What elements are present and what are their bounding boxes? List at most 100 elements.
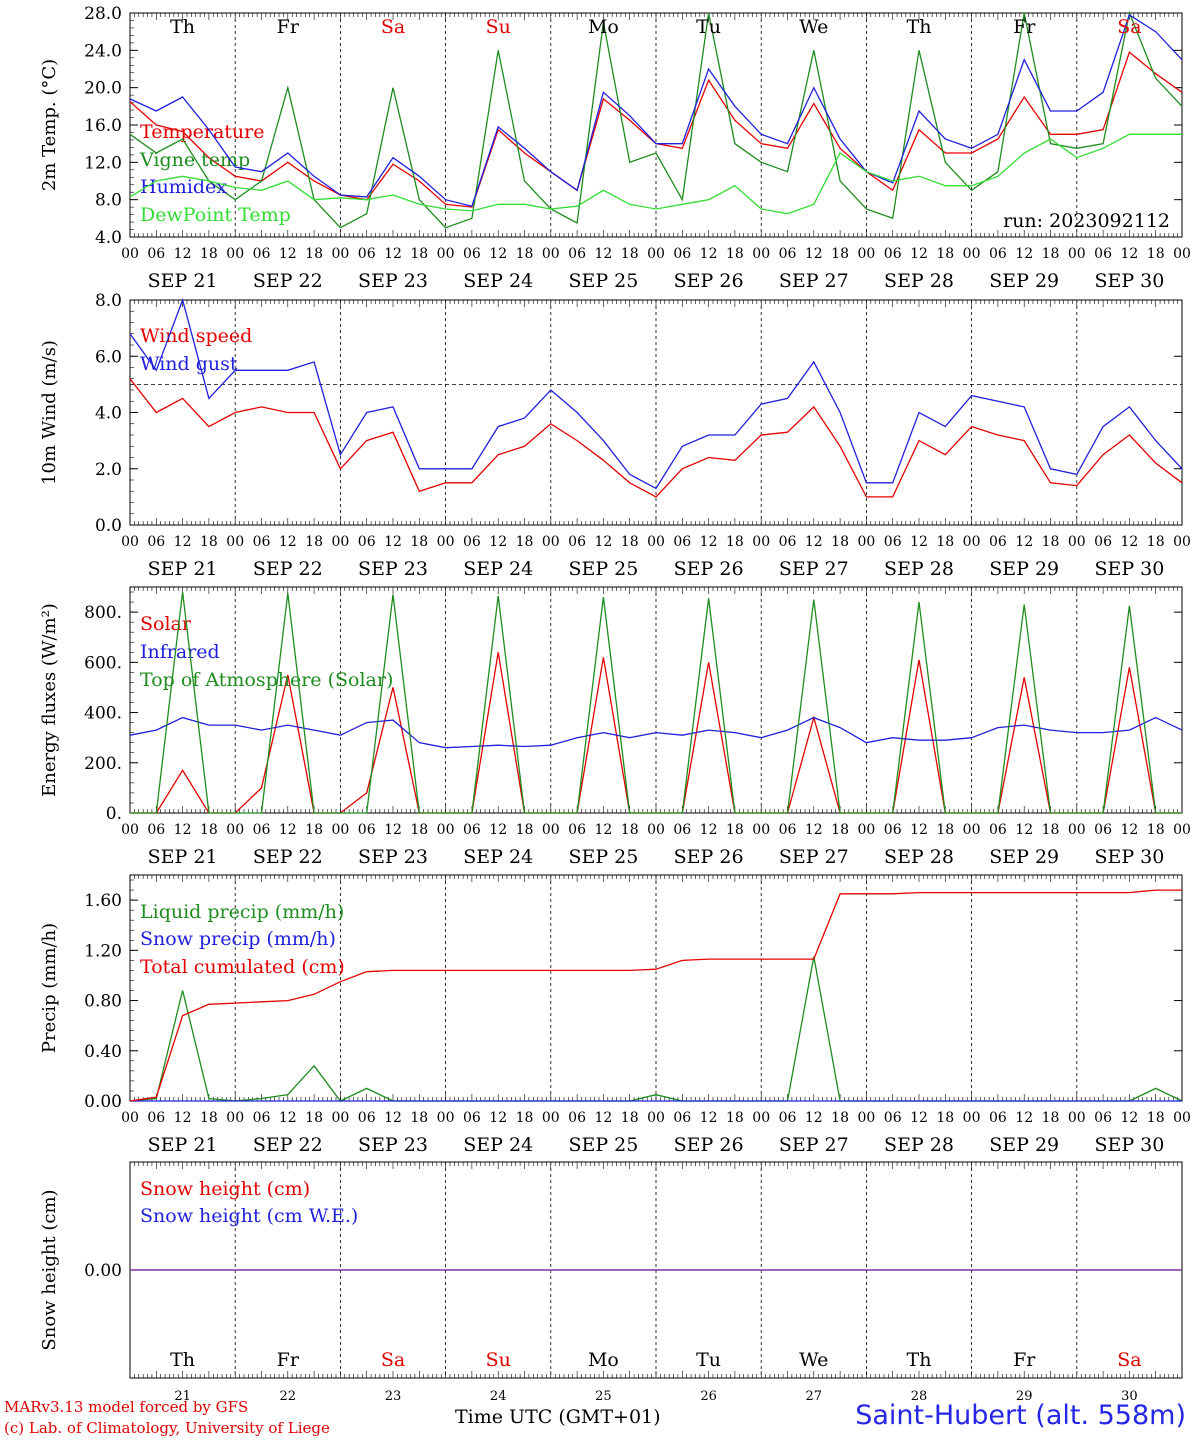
date-label: SEP 25 <box>568 846 638 868</box>
hour-label: 06 <box>989 1110 1007 1126</box>
hour-label: 00 <box>1173 534 1191 550</box>
hour-label: 18 <box>726 246 744 262</box>
hour-label: 00 <box>437 822 455 838</box>
hour-label: 12 <box>594 822 612 838</box>
hour-label: 12 <box>1015 822 1033 838</box>
hour-label: 18 <box>200 822 218 838</box>
hour-label: 00 <box>1068 822 1086 838</box>
hour-label: 18 <box>831 1110 849 1126</box>
hour-label: 12 <box>1015 246 1033 262</box>
hour-label: 06 <box>884 534 902 550</box>
hour-label: 12 <box>1120 1110 1138 1126</box>
hour-label: 18 <box>516 1110 534 1126</box>
hour-label: 12 <box>384 1110 402 1126</box>
y-tick-label: 20.0 <box>84 79 122 99</box>
hour-label: 12 <box>1015 534 1033 550</box>
day-number-label: 22 <box>280 1389 297 1404</box>
y-tick-label: 6.0 <box>95 347 122 367</box>
hour-label: 12 <box>594 534 612 550</box>
weekday-label: Sa <box>381 1349 405 1371</box>
hour-label: 06 <box>463 534 481 550</box>
hour-label: 06 <box>884 1110 902 1126</box>
hour-label: 12 <box>384 822 402 838</box>
day-number-label: 24 <box>490 1389 507 1404</box>
model-credit: MARv3.13 model forced by GFS <box>4 1398 249 1416</box>
date-label: SEP 21 <box>148 558 218 580</box>
hour-label: 00 <box>647 246 665 262</box>
hour-label: 06 <box>463 246 481 262</box>
hour-label: 12 <box>805 534 823 550</box>
hour-label: 00 <box>226 822 244 838</box>
y-tick-label: 24.0 <box>84 41 122 61</box>
hour-label: 00 <box>121 822 139 838</box>
hour-label: 18 <box>200 1110 218 1126</box>
date-label: SEP 21 <box>148 846 218 868</box>
hour-label: 12 <box>489 1110 507 1126</box>
legend-entry: Vigne temp <box>139 149 250 171</box>
hour-label: 00 <box>752 534 770 550</box>
date-label: SEP 23 <box>358 846 428 868</box>
y-tick-label: 0.00 <box>84 1092 122 1112</box>
legend-entry: Infrared <box>140 641 220 663</box>
hour-label: 12 <box>174 534 192 550</box>
y-tick-label: 600. <box>84 653 122 673</box>
hour-label: 12 <box>279 246 297 262</box>
legend-entry: Humidex <box>140 176 227 198</box>
date-label: SEP 21 <box>148 270 218 292</box>
hour-label: 18 <box>305 246 323 262</box>
date-label: SEP 23 <box>358 1134 428 1156</box>
legend-entry: DewPoint Temp <box>140 204 291 226</box>
hour-label: 18 <box>200 246 218 262</box>
day-number-label: 25 <box>595 1389 612 1404</box>
y-tick-label: 1.20 <box>84 941 122 961</box>
legend-entry: Snow precip (mm/h) <box>140 928 336 950</box>
hour-label: 18 <box>305 1110 323 1126</box>
hour-label: 00 <box>1173 822 1191 838</box>
hour-label: 12 <box>805 246 823 262</box>
hour-label: 12 <box>279 822 297 838</box>
date-label: SEP 26 <box>674 1134 744 1156</box>
hour-label: 18 <box>305 822 323 838</box>
hour-label: 00 <box>331 822 349 838</box>
day-number-label: 26 <box>700 1389 717 1404</box>
weekday-label: Th <box>170 1349 195 1371</box>
hour-label: 06 <box>1094 822 1112 838</box>
hour-label: 06 <box>358 246 376 262</box>
hour-label: 00 <box>542 1110 560 1126</box>
date-label: SEP 24 <box>463 1134 533 1156</box>
hour-label: 06 <box>779 1110 797 1126</box>
hour-label: 18 <box>831 822 849 838</box>
station-name: Saint-Hubert (alt. 558m) <box>855 1400 1186 1431</box>
day-number-label: 21 <box>174 1389 191 1404</box>
date-label: SEP 27 <box>779 846 849 868</box>
weekday-label: We <box>799 16 828 38</box>
hour-label: 06 <box>989 246 1007 262</box>
y-tick-label: 0.0 <box>95 516 122 536</box>
y-tick-label: 2.0 <box>95 460 122 480</box>
hour-label: 06 <box>147 534 165 550</box>
weekday-label: Mo <box>588 1349 619 1371</box>
date-label: SEP 25 <box>568 270 638 292</box>
weekday-label: Tu <box>696 16 721 38</box>
hour-label: 00 <box>1173 1110 1191 1126</box>
hour-label: 18 <box>1042 246 1060 262</box>
weekday-label: Fr <box>1013 1349 1036 1371</box>
date-label: SEP 28 <box>884 270 954 292</box>
hour-label: 18 <box>621 1110 639 1126</box>
hour-label: 00 <box>857 534 875 550</box>
hour-label: 18 <box>726 822 744 838</box>
hour-label: 06 <box>253 534 271 550</box>
weekday-label: Fr <box>1013 16 1036 38</box>
weekday-label: Tu <box>696 1349 721 1371</box>
date-label: SEP 26 <box>674 270 744 292</box>
y-tick-label: 28.0 <box>84 4 122 24</box>
hour-label: 00 <box>857 1110 875 1126</box>
y-tick-label: 0.40 <box>84 1042 122 1062</box>
date-label: SEP 24 <box>463 846 533 868</box>
y-axis-title: 2m Temp. (°C) <box>39 59 60 191</box>
hour-label: 18 <box>410 822 428 838</box>
series-line <box>129 716 1183 749</box>
date-label: SEP 22 <box>253 846 323 868</box>
hour-label: 18 <box>1042 1110 1060 1126</box>
